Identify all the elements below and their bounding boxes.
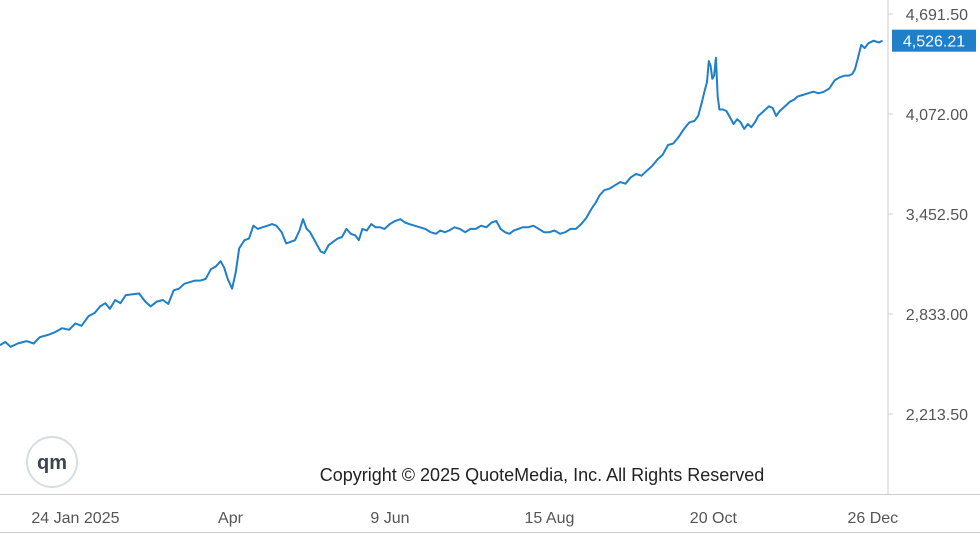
quotemedia-logo[interactable]: qm xyxy=(26,436,78,488)
y-tick-label: 2,833.00 xyxy=(906,307,968,324)
y-tick-label: 4,072.00 xyxy=(906,107,968,124)
y-tick-label: 2,213.50 xyxy=(906,407,968,424)
last-value-marker: 4,526.21 xyxy=(892,29,976,52)
last-value-badge xyxy=(892,29,976,52)
x-tick-label: 9 Jun xyxy=(370,510,409,527)
x-tick-label: 15 Aug xyxy=(525,510,575,527)
logo-text: qm xyxy=(37,452,67,474)
x-tick-label: 26 Dec xyxy=(847,510,898,527)
y-tick-group: 4,691.50 4,072.00 3,452.50 2,833.00 2,213.50 xyxy=(888,7,968,424)
y-tick-label: 4,691.50 xyxy=(906,7,968,24)
last-value-label: 4,526.21 xyxy=(903,34,965,51)
copyright-text: Copyright © 2025 QuoteMedia, Inc. All Ri… xyxy=(320,465,765,485)
x-tick-label: 20 Oct xyxy=(690,510,738,527)
x-tick-label: 24 Jan 2025 xyxy=(31,510,119,527)
x-tick-group: 24 Jan 2025 Apr 9 Jun 15 Aug 20 Oct 26 Dec xyxy=(31,510,898,527)
y-tick-label: 3,452.50 xyxy=(906,207,968,224)
x-tick-label: Apr xyxy=(218,510,244,527)
logo-circle xyxy=(26,436,78,488)
series-line xyxy=(0,39,883,348)
